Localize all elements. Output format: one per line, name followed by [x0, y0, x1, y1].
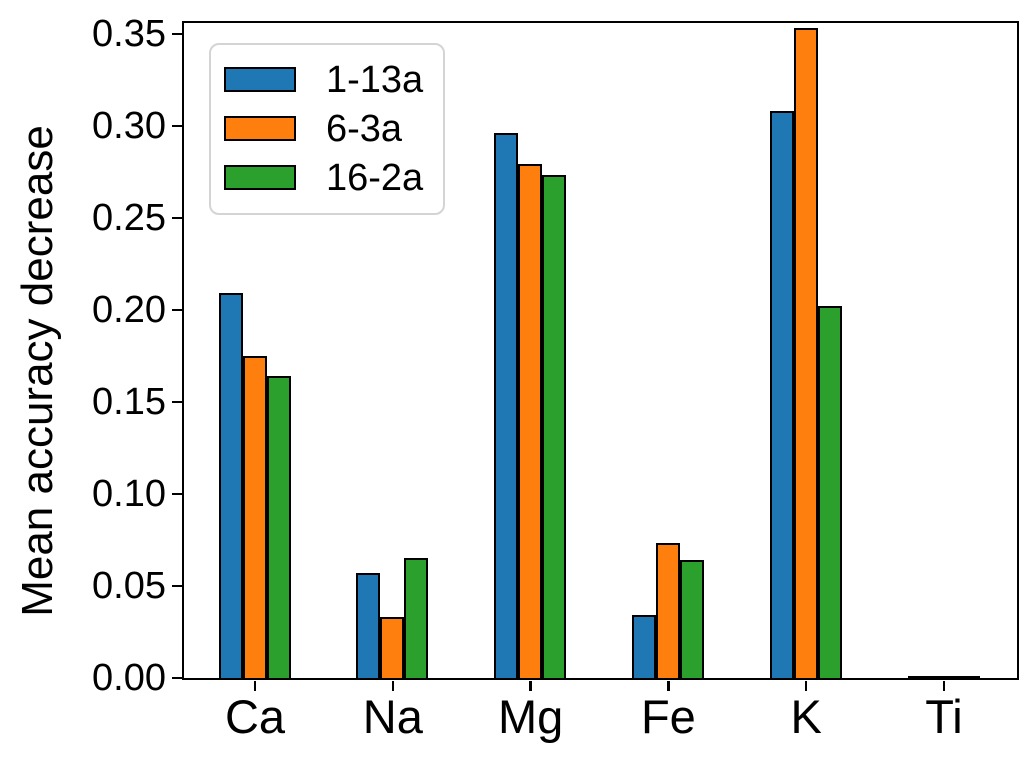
legend-swatch-6-3a	[224, 116, 296, 141]
y-tick-label: 0.05	[92, 565, 166, 607]
legend-swatch-16-2a	[224, 165, 296, 190]
bar-16-2a-K	[817, 305, 842, 678]
x-tick-mark	[942, 680, 946, 691]
x-tick-mark	[529, 680, 532, 691]
y-tick-mark	[171, 676, 182, 680]
bar-16-2a-Na	[404, 557, 429, 678]
bar-1-13a-Ca	[218, 292, 243, 678]
x-tick-label-Fe: Fe	[640, 690, 696, 743]
x-tick-mark	[391, 680, 395, 691]
y-tick-mark	[171, 32, 182, 36]
bar-16-2a-Mg	[542, 175, 567, 678]
y-tick-mark	[171, 584, 182, 588]
y-tick-label: 0.30	[92, 105, 166, 148]
bar-16-2a-Ti	[955, 675, 980, 678]
legend-label: 6-3a	[326, 107, 403, 150]
bar-16-2a-Fe	[679, 559, 704, 678]
bar-1-13a-Na	[356, 572, 381, 678]
x-tick-label-K: K	[790, 690, 822, 743]
y-tick-label: 0.00	[92, 657, 166, 699]
y-tick-mark	[171, 124, 182, 128]
y-tick-label: 0.15	[92, 381, 166, 424]
legend-swatch-1-13a	[224, 67, 296, 92]
x-tick-label-Na: Na	[362, 690, 423, 743]
x-tick-mark	[253, 680, 257, 691]
legend: 1-13a 6-3a 16-2a	[209, 42, 445, 215]
y-tick-label: 0.35	[92, 13, 166, 56]
plot-area: 1-13a 6-3a 16-2a	[181, 20, 1019, 680]
x-tick-label-Ca: Ca	[224, 690, 286, 743]
y-tick-label: 0.25	[92, 197, 166, 240]
legend-label: 16-2a	[326, 156, 424, 199]
bar-1-13a-Ti	[907, 675, 932, 678]
bar-1-13a-Mg	[494, 132, 519, 678]
bar-6-3a-Na	[380, 616, 405, 678]
y-tick-mark	[171, 400, 182, 404]
bar-6-3a-Fe	[655, 543, 680, 678]
y-tick-label: 0.20	[92, 289, 166, 332]
y-tick-mark	[171, 216, 182, 220]
bar-6-3a-Mg	[518, 164, 543, 678]
x-tick-label-Mg: Mg	[497, 690, 564, 743]
y-tick-mark	[171, 308, 182, 312]
legend-item-1-13a: 1-13a	[211, 60, 443, 100]
bar-6-3a-K	[793, 28, 818, 678]
x-tick-mark	[804, 680, 808, 691]
legend-label: 1-13a	[326, 58, 424, 101]
bar-16-2a-Ca	[266, 375, 291, 678]
legend-item-16-2a: 16-2a	[211, 158, 443, 198]
bar-1-13a-Fe	[631, 614, 656, 678]
y-tick-mark	[171, 492, 182, 496]
legend-item-6-3a: 6-3a	[211, 109, 443, 149]
x-tick-label-Ti: Ti	[925, 690, 963, 743]
bar-1-13a-K	[769, 110, 794, 678]
bar-6-3a-Ca	[242, 355, 267, 678]
y-tick-label: 0.10	[92, 473, 166, 515]
bar-6-3a-Ti	[931, 675, 956, 678]
x-tick-mark	[667, 680, 670, 691]
